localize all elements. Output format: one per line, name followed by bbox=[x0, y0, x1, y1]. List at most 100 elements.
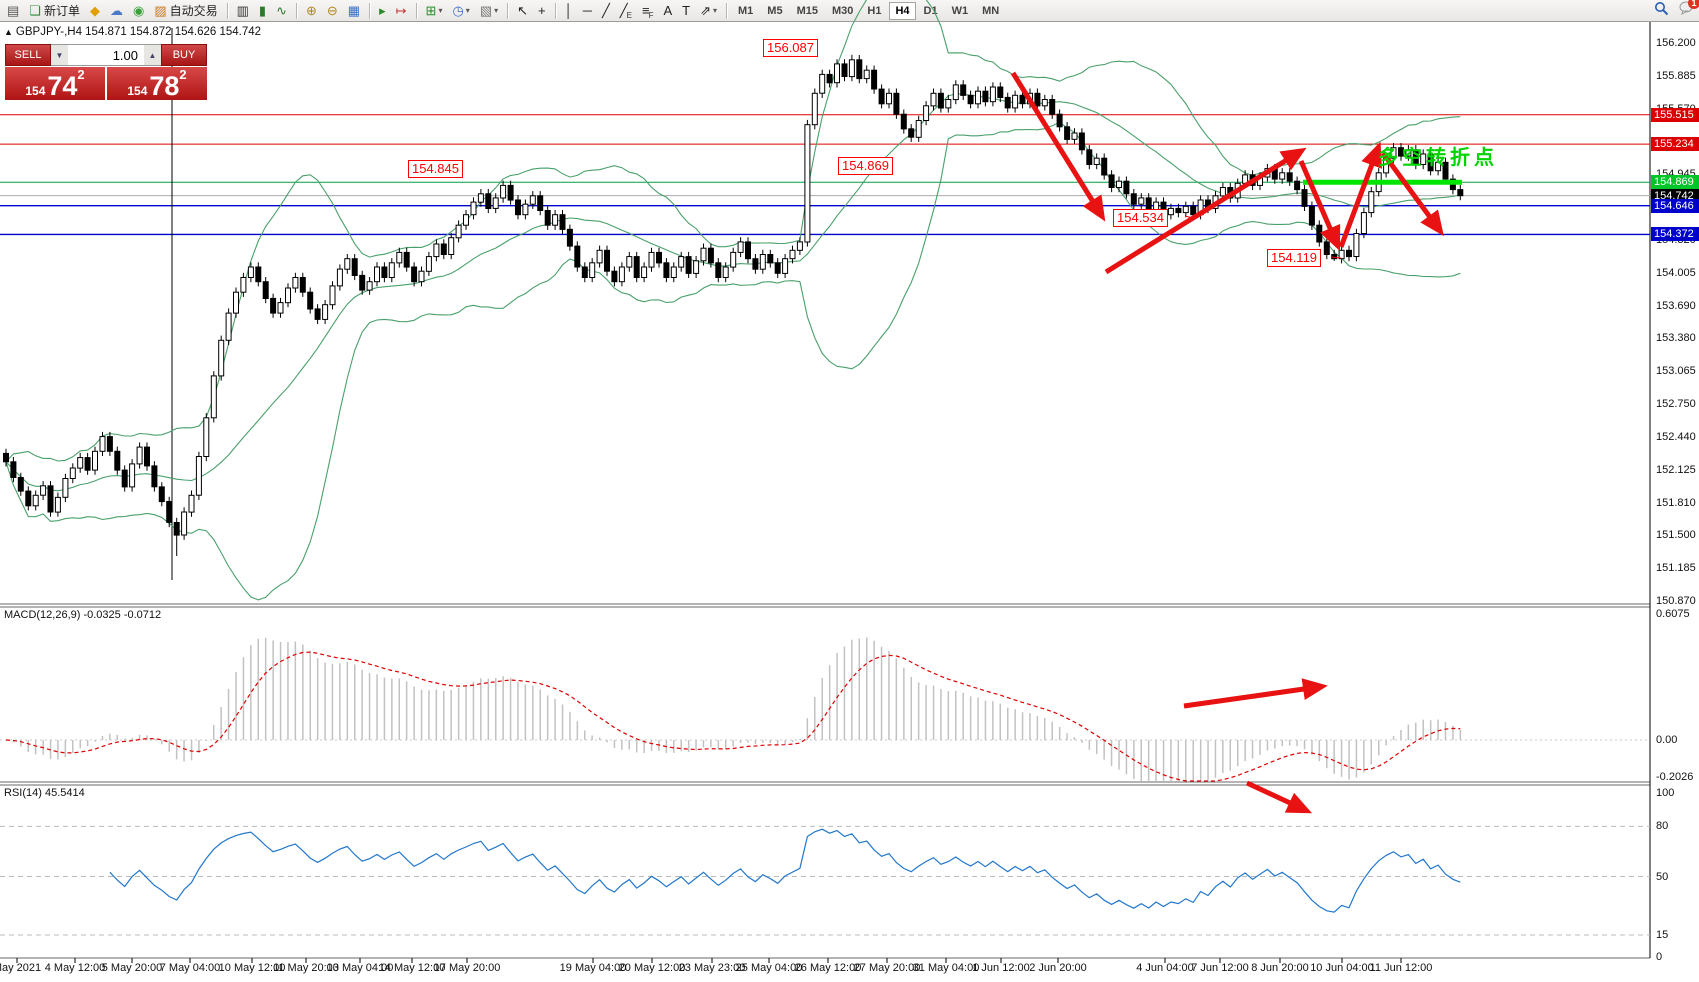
date-axis-label: 5 May 20:00 bbox=[101, 962, 163, 974]
timeframe-button-m15[interactable]: M15 bbox=[796, 4, 818, 17]
candlestick-type-icon[interactable]: ▮ bbox=[258, 2, 267, 18]
line-chart-type-icon[interactable]: ∿ bbox=[276, 2, 287, 18]
search-icon[interactable] bbox=[1654, 1, 1669, 21]
date-axis-label: 14 May 12:00 bbox=[378, 962, 446, 974]
symbol-ohlc-readout: ▲ GBPJPY-,H4 154.871 154.872 154.626 154.… bbox=[4, 26, 262, 38]
horizontal-line-icon[interactable]: ─ bbox=[582, 2, 592, 18]
macd-axis-label: 0.6075 bbox=[1656, 608, 1690, 620]
crosshair-icon[interactable]: + bbox=[538, 2, 546, 18]
volume-increase-button[interactable]: ▲ bbox=[144, 45, 161, 65]
auto-scroll-icon[interactable]: ▸ bbox=[379, 2, 386, 18]
bar-chart-type-icon[interactable]: ▥ bbox=[236, 2, 249, 18]
toolbar-separator bbox=[507, 2, 509, 19]
bollinger-middle bbox=[5, 93, 1461, 492]
price-tag: 155.515 bbox=[1651, 107, 1699, 122]
date-axis-label: 10 May 12:00 bbox=[218, 962, 286, 974]
price-axis-label: 153.690 bbox=[1656, 299, 1696, 312]
price-tag: 154.646 bbox=[1651, 198, 1699, 213]
zoom-out-icon[interactable]: ⊖ bbox=[326, 2, 338, 18]
toolbar-separator bbox=[415, 2, 417, 19]
timeframe-button-w1[interactable]: W1 bbox=[951, 4, 969, 17]
cursor-icon[interactable]: ↖ bbox=[517, 2, 529, 18]
bollinger-lower bbox=[5, 121, 1461, 601]
fibonacci-icon[interactable]: ≡ F bbox=[641, 2, 654, 20]
price-axis-label: 154.005 bbox=[1656, 266, 1696, 279]
signals-icon[interactable]: ◉ bbox=[132, 2, 145, 18]
macd-signal-line bbox=[5, 651, 1461, 782]
text-icon[interactable]: A bbox=[663, 2, 673, 18]
shapes-icon[interactable]: ⇗ ▾ bbox=[700, 2, 717, 18]
chart-window-icon[interactable]: ▤ bbox=[7, 2, 20, 18]
period-icon[interactable]: ◷ ▾ bbox=[452, 2, 470, 18]
date-axis-label: 7 Jun 12:00 bbox=[1191, 962, 1249, 974]
buy-button[interactable]: BUY bbox=[161, 44, 207, 66]
rsi-axis-label: 15 bbox=[1656, 928, 1669, 941]
rsi-line bbox=[109, 828, 1461, 913]
axis-ticks bbox=[16, 958, 1402, 963]
toolbar-separator bbox=[226, 2, 228, 19]
buy-price-display[interactable]: 154 78 2 bbox=[107, 67, 207, 100]
date-axis-label: 8 Jun 20:00 bbox=[1251, 962, 1309, 974]
date-axis-label: 11 May 20:00 bbox=[273, 962, 339, 974]
trend-arrows[interactable] bbox=[1010, 71, 1444, 814]
timeframe-button-m1[interactable]: M1 bbox=[738, 4, 754, 17]
channel-icon[interactable]: ╱ E bbox=[619, 2, 632, 20]
vertical-line-icon[interactable]: │ bbox=[564, 2, 573, 18]
date-axis-label: 11 Jun 12:00 bbox=[1369, 962, 1433, 974]
timeframe-button-d1[interactable]: D1 bbox=[923, 4, 938, 17]
rsi-axis-label: 50 bbox=[1656, 870, 1669, 883]
timeframe-button-m30[interactable]: M30 bbox=[831, 4, 854, 17]
date-axis-label: 4 Jun 04:00 bbox=[1136, 962, 1194, 974]
template-icon[interactable]: ▧ ▾ bbox=[479, 2, 499, 18]
timeframe-button-h1[interactable]: H1 bbox=[867, 4, 882, 17]
volume-input[interactable]: ▼ 1.00 ▲ bbox=[51, 44, 161, 66]
buy-price-pips: 78 bbox=[149, 71, 180, 101]
timeframe-button-h4[interactable]: H4 bbox=[889, 1, 916, 20]
toolbar-separator bbox=[554, 2, 556, 19]
price-axis-label: 153.380 bbox=[1656, 332, 1696, 345]
sell-price-display[interactable]: 154 74 2 bbox=[5, 67, 105, 100]
chart-shift-icon[interactable]: ↦ bbox=[395, 2, 407, 18]
autotrade-button[interactable]: ▨ 自动交易 bbox=[154, 2, 218, 19]
macd-indicator-label: MACD(12,26,9) -0.0325 -0.0712 bbox=[4, 609, 162, 621]
date-axis-label: May 2021 bbox=[0, 962, 42, 974]
trendline-icon[interactable]: ╱ bbox=[601, 2, 610, 18]
date-axis-label: 4 May 12:00 bbox=[44, 962, 106, 974]
price-annotation-box: 154.845 bbox=[408, 160, 463, 178]
textlabel-icon[interactable]: T bbox=[682, 2, 691, 18]
new-order-button[interactable]: ❏ 新订单 bbox=[29, 2, 80, 19]
tile-windows-icon[interactable]: ▦ bbox=[347, 2, 361, 18]
sell-button[interactable]: SELL bbox=[5, 44, 51, 66]
toolbar-separator bbox=[369, 2, 371, 19]
date-axis-label: 26 May 12:00 bbox=[794, 962, 862, 974]
timeframe-button-m5[interactable]: M5 bbox=[767, 4, 783, 17]
macd-histogram bbox=[5, 637, 1462, 781]
price-axis-label: 152.125 bbox=[1656, 463, 1696, 476]
timeframe-button-mn[interactable]: MN bbox=[982, 4, 1000, 17]
add-indicator-icon[interactable]: ⊞ ▾ bbox=[425, 2, 443, 18]
price-axis-label: 156.200 bbox=[1656, 37, 1696, 49]
date-axis-label: 27 May 20:00 bbox=[853, 962, 921, 974]
yellow-marker-icon[interactable]: ◆ bbox=[89, 2, 100, 18]
date-axis-label: 10 Jun 04:00 bbox=[1310, 962, 1374, 974]
bollinger-bands bbox=[5, 0, 1461, 601]
price-axis-label: 151.810 bbox=[1656, 496, 1696, 509]
date-axis-label: 23 May 23:00 bbox=[678, 962, 746, 974]
volume-decrease-button[interactable]: ▼ bbox=[51, 45, 68, 65]
date-axis-label: 2 Jun 20:00 bbox=[1029, 962, 1087, 974]
price-annotation-box: 154.119 bbox=[1267, 249, 1322, 267]
notifications-icon[interactable]: 1 bbox=[1679, 0, 1699, 20]
date-axis-label: 31 May 04:00 bbox=[912, 962, 980, 974]
blue-users-icon[interactable]: ☁ bbox=[109, 2, 123, 18]
price-axis-label: 152.440 bbox=[1656, 430, 1696, 443]
rsi-axis-label: 80 bbox=[1656, 820, 1669, 833]
sell-price-figure: 154 bbox=[25, 84, 46, 98]
toolbar-separator bbox=[726, 2, 727, 19]
zoom-in-icon[interactable]: ⊕ bbox=[305, 2, 317, 18]
horizontal-level-lines[interactable] bbox=[0, 28, 1650, 580]
price-axis-label: 153.065 bbox=[1656, 365, 1696, 378]
bollinger-upper bbox=[5, 0, 1461, 463]
volume-value[interactable]: 1.00 bbox=[112, 47, 138, 63]
